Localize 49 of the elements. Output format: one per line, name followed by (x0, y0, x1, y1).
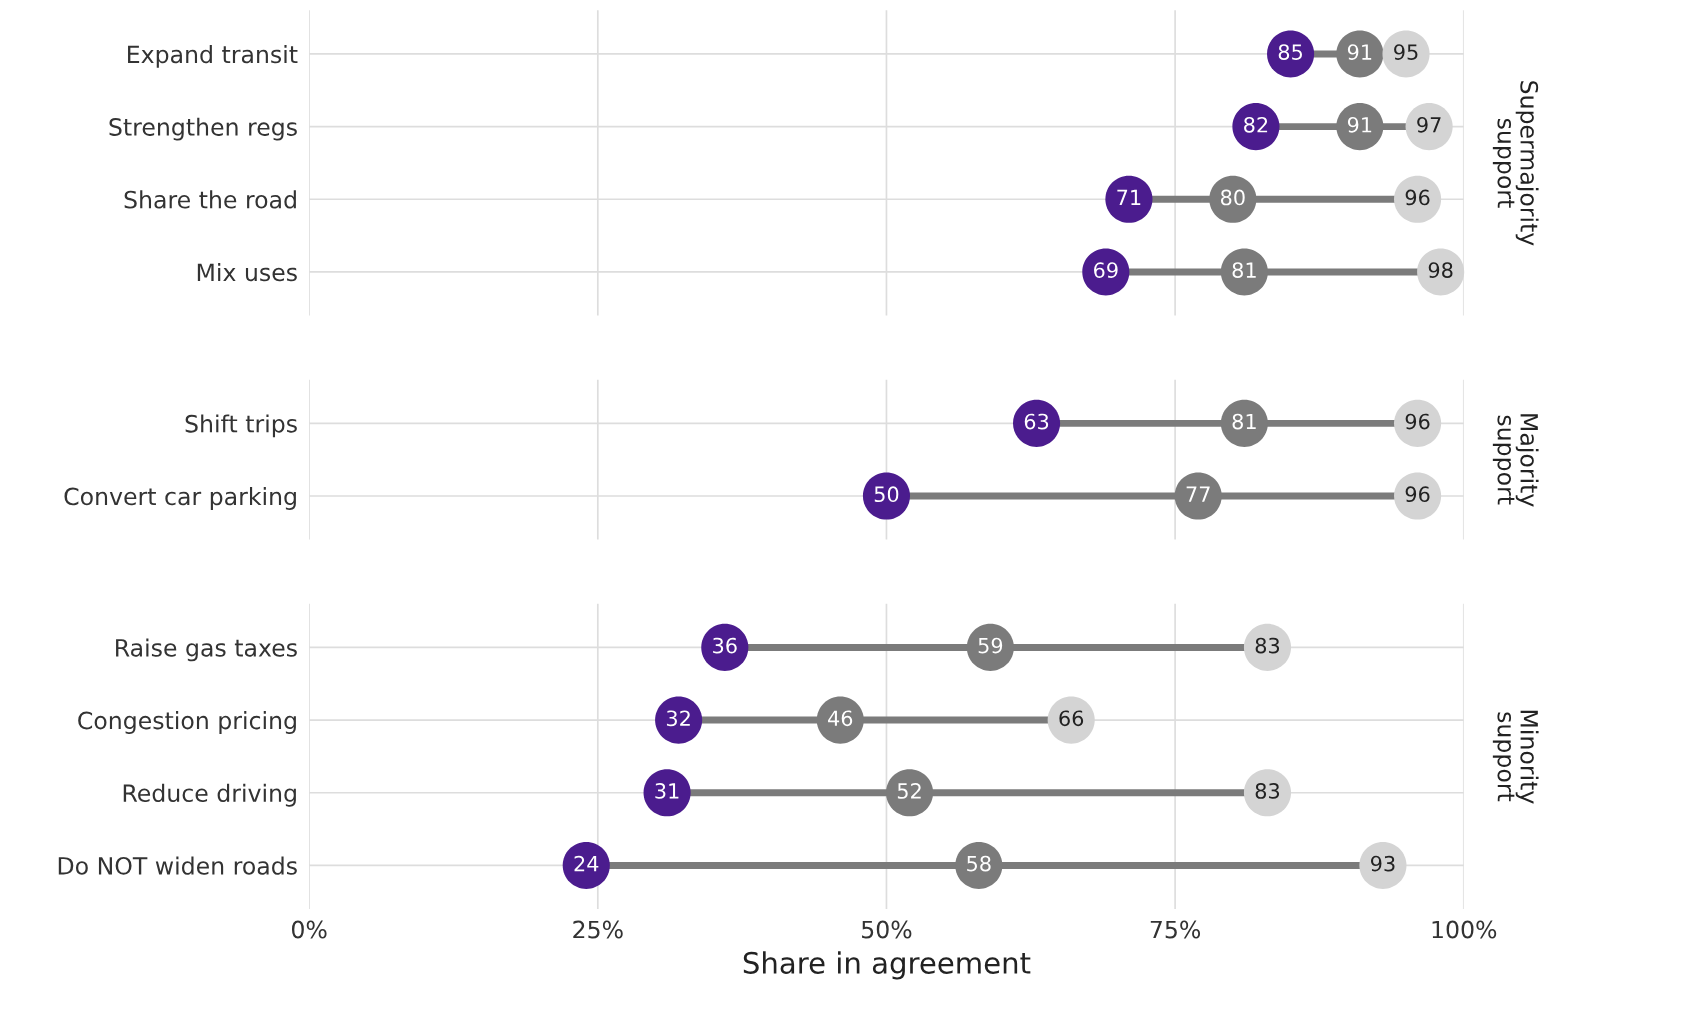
data-label: 83 (1255, 783, 1280, 799)
data-label: 58 (967, 855, 991, 872)
x-tick-label: 25% (573, 920, 623, 939)
data-label: 77 (1186, 486, 1210, 502)
x-tick-label: 100% (1432, 920, 1497, 939)
data-label: 36 (713, 637, 737, 654)
y2-axis-title: Minority support (1492, 710, 1539, 804)
y-tick-label: Raise gas taxes (116, 638, 297, 662)
data-label: 81 (1232, 262, 1256, 278)
data-label: 52 (897, 783, 921, 799)
data-label: 83 (1255, 637, 1280, 654)
data-label: 31 (655, 783, 679, 799)
y-tick-label: Shift trips (185, 414, 297, 438)
y2-axis-title: Majority support (1492, 414, 1539, 507)
y-tick-label: Congestion pricing (78, 711, 296, 734)
data-label: 80 (1220, 189, 1245, 206)
data-label: 24 (574, 855, 599, 872)
data-label: 98 (1428, 262, 1453, 278)
y-tick-label: Mix uses (197, 262, 297, 282)
y-tick-label: Share the road (124, 190, 296, 209)
data-label: 96 (1405, 486, 1430, 503)
x-axis-title: Share in agreement (743, 951, 1031, 980)
y-tick-label: Do NOT widen roads (58, 856, 297, 875)
data-label: 96 (1405, 189, 1430, 206)
data-label: 59 (978, 637, 1003, 654)
data-label: 97 (1417, 116, 1441, 133)
x-tick-label: 0% (291, 920, 327, 939)
data-label: 82 (1244, 116, 1268, 133)
data-label: 85 (1278, 44, 1302, 60)
data-label: 32 (666, 710, 690, 727)
data-label: 81 (1232, 413, 1256, 430)
data-label: 69 (1094, 262, 1118, 278)
data-label: 46 (828, 710, 853, 727)
data-label: 50 (874, 486, 899, 503)
y-tick-label: Reduce driving (123, 783, 296, 807)
x-tick-label: 50% (862, 920, 912, 939)
y2-axis-title: Supermajority support (1492, 81, 1539, 246)
data-label: 96 (1405, 413, 1430, 430)
y-tick-label: Strengthen regs (109, 117, 297, 141)
data-label: 91 (1347, 44, 1372, 60)
data-label: 71 (1117, 189, 1141, 206)
x-tick-label: 75% (1150, 920, 1201, 939)
data-label: 95 (1394, 44, 1418, 60)
data-label: 93 (1370, 855, 1395, 872)
data-label: 63 (1024, 413, 1049, 430)
y-tick-label: Convert car parking (64, 487, 296, 510)
data-label: 66 (1059, 710, 1084, 727)
data-label: 91 (1347, 116, 1372, 133)
y-tick-label: Expand transit (128, 44, 298, 68)
